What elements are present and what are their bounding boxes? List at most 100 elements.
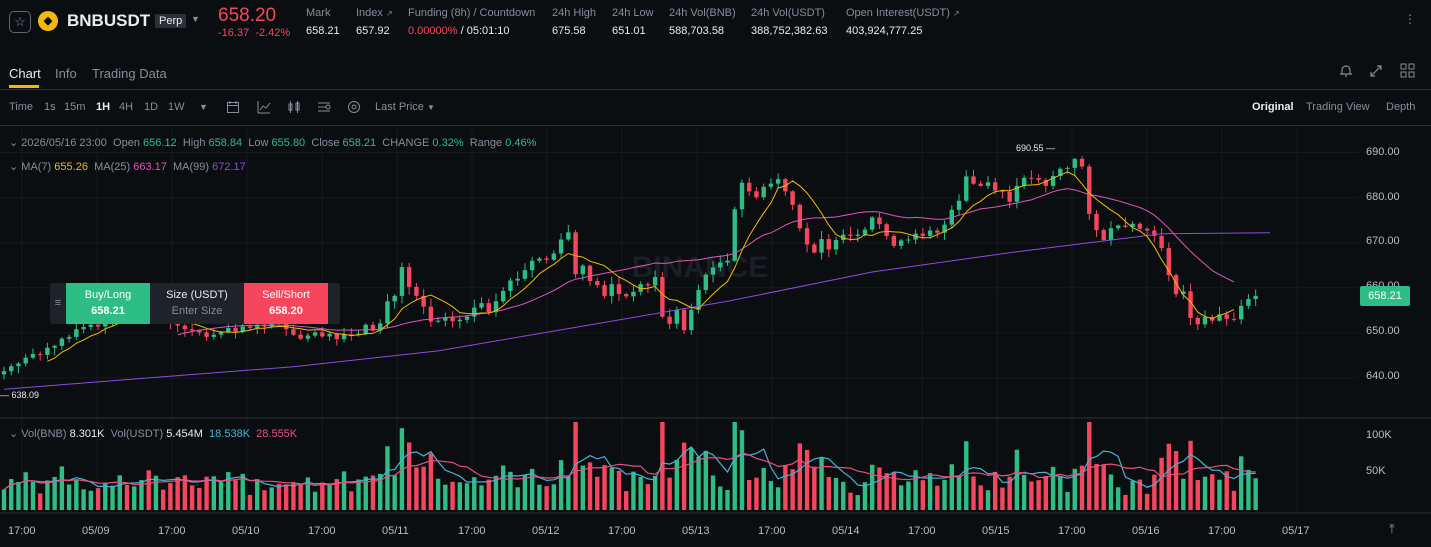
interval-time[interactable]: Time	[9, 101, 34, 113]
interval-4h[interactable]: 4H	[119, 101, 134, 113]
stat-label[interactable]: Open Interest(USDT) ↗	[846, 7, 960, 19]
volume-bar	[573, 422, 578, 510]
volume-bar	[595, 476, 600, 510]
drawing-tools-icon[interactable]	[347, 100, 361, 114]
symbol-dropdown-icon[interactable]: ▼	[191, 14, 200, 24]
volume-bar	[1029, 481, 1034, 510]
candle	[573, 232, 578, 275]
symbol-name[interactable]: BNBUSDT	[67, 11, 151, 30]
size-input[interactable]: Size (USDT) Enter Size	[150, 283, 244, 324]
candle	[1181, 291, 1186, 295]
volume-bar	[255, 479, 260, 510]
volume-bar	[812, 466, 817, 510]
layout-grid-icon[interactable]	[1400, 63, 1415, 78]
view-trading-view[interactable]: Trading View	[1306, 101, 1370, 113]
stat-value: 651.01	[612, 25, 646, 37]
candle	[74, 329, 79, 337]
candle	[37, 354, 43, 356]
stat-label[interactable]: Index ↗	[356, 7, 393, 19]
candle	[624, 294, 629, 297]
fullscreen-icon[interactable]	[1369, 64, 1383, 78]
volume-bar	[920, 480, 926, 510]
candlestick-chart[interactable]: BINANCE	[0, 127, 1431, 547]
price-type-select[interactable]: Last Price ▼	[375, 101, 435, 113]
view-depth[interactable]: Depth	[1386, 101, 1416, 113]
ohlc-change: 0.32%	[432, 137, 464, 149]
volume-bar	[1130, 480, 1135, 510]
candle	[544, 258, 549, 260]
candle	[1072, 158, 1077, 168]
volume-bar	[1101, 464, 1106, 510]
alert-bell-icon[interactable]	[1339, 64, 1353, 78]
candle-type-icon[interactable]	[287, 100, 301, 114]
volume-bar	[537, 484, 542, 510]
volume-bar	[674, 459, 680, 510]
volume-y-tick: 100K	[1366, 429, 1392, 441]
more-intervals-dropdown-icon[interactable]: ▼	[199, 102, 208, 112]
candle	[645, 284, 651, 286]
tab-trading-data[interactable]: Trading Data	[92, 66, 167, 81]
candle	[739, 182, 745, 210]
stat-index: Index ↗ 657.92	[356, 7, 393, 37]
candle	[978, 183, 983, 186]
drag-handle-icon[interactable]: ≡	[54, 297, 62, 309]
favorite-star-icon[interactable]: ☆	[9, 11, 31, 33]
volume-bar	[783, 465, 788, 510]
candle	[479, 303, 484, 308]
external-link-icon: ↗	[952, 9, 960, 18]
candle	[833, 239, 839, 250]
volume-bar	[1238, 456, 1244, 510]
calendar-icon[interactable]	[226, 100, 240, 114]
candle	[508, 280, 513, 291]
candle	[797, 204, 803, 229]
volume-bar	[132, 486, 137, 510]
ma99-value: 672.17	[212, 161, 246, 173]
buy-price: 658.21	[91, 305, 125, 317]
candle	[862, 229, 868, 235]
volume-bar	[182, 475, 188, 510]
candle	[1094, 213, 1099, 231]
candle	[920, 233, 926, 236]
volume-bar	[341, 471, 347, 510]
candle	[370, 324, 376, 331]
quick-order-widget: ≡ Buy/Long 658.21 Size (USDT) Enter Size…	[50, 283, 340, 324]
candle	[927, 230, 933, 236]
x-tick: 05/17	[1282, 525, 1310, 537]
interval-1h[interactable]: 1H	[96, 101, 111, 113]
candle	[537, 258, 542, 261]
volume-bar	[566, 476, 571, 510]
buy-long-button[interactable]: Buy/Long 658.21	[66, 283, 150, 324]
y-tick: 670.00	[1366, 235, 1400, 247]
volume-bar	[529, 468, 535, 510]
volume-bar	[826, 476, 831, 510]
sell-short-button[interactable]: Sell/Short 658.20	[244, 283, 328, 324]
indicators-chart-icon[interactable]	[257, 100, 271, 114]
volume-bar	[124, 484, 130, 510]
volume-bar	[428, 453, 434, 510]
tab-chart[interactable]: Chart	[9, 66, 41, 81]
volume-bar	[580, 465, 585, 510]
volume-bar	[768, 481, 774, 510]
interval-1w[interactable]: 1W	[168, 101, 185, 113]
stat-value: 0.00000% / 05:01:10	[408, 25, 535, 37]
x-tick: 05/09	[82, 525, 110, 537]
interval-1d[interactable]: 1D	[144, 101, 159, 113]
more-menu-icon[interactable]: ⋮	[1404, 12, 1416, 26]
scroll-to-latest-icon[interactable]: ⤒	[1389, 521, 1395, 536]
chart-settings-icon[interactable]	[317, 100, 331, 114]
candle	[1173, 275, 1179, 295]
ma25-value: 663.17	[133, 161, 167, 173]
interval-1s[interactable]: 1s	[44, 101, 56, 113]
tab-info[interactable]: Info	[55, 66, 77, 81]
volume-bar	[312, 491, 318, 510]
stat-label: 24h High	[552, 7, 597, 19]
candle	[667, 316, 672, 324]
volume-bar	[935, 485, 940, 510]
interval-15m[interactable]: 15m	[64, 101, 86, 113]
volume-bar	[385, 446, 390, 510]
ohlc-legend: ⌄ 2026/05/16 23:00 Open 656.12 High 658.…	[9, 137, 537, 149]
ma-legend: ⌄ MA(7) 655.26 MA(25) 663.17 MA(99) 672.…	[9, 161, 246, 173]
volume-bar	[30, 481, 36, 510]
view-original[interactable]: Original	[1252, 101, 1294, 113]
candle	[1101, 230, 1106, 240]
